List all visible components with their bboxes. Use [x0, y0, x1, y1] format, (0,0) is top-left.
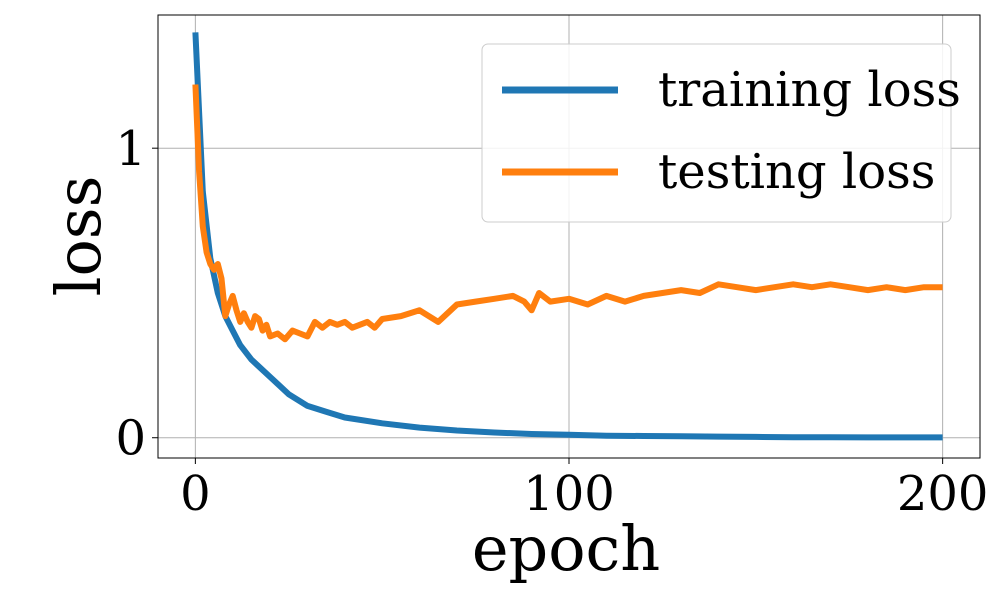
- series-lines: [192, 32, 943, 441]
- y-tick-label: 1: [115, 121, 146, 177]
- legend: training loss testing loss: [481, 43, 961, 223]
- y-axis-title: loss: [42, 176, 115, 297]
- y-tick-label: 0: [115, 411, 146, 467]
- x-tick-label: 200: [897, 466, 989, 522]
- series-line-training-loss: [192, 32, 943, 441]
- x-tick-label: 0: [180, 466, 211, 522]
- axis-ticks: 0 100 200 0 1: [115, 121, 988, 522]
- legend-label-testing-loss: testing loss: [658, 144, 935, 200]
- series-line-testing-loss: [192, 84, 943, 343]
- legend-label-training-loss: training loss: [658, 62, 961, 118]
- x-axis-title: epoch: [472, 512, 660, 585]
- x-tick-label: 100: [523, 466, 615, 522]
